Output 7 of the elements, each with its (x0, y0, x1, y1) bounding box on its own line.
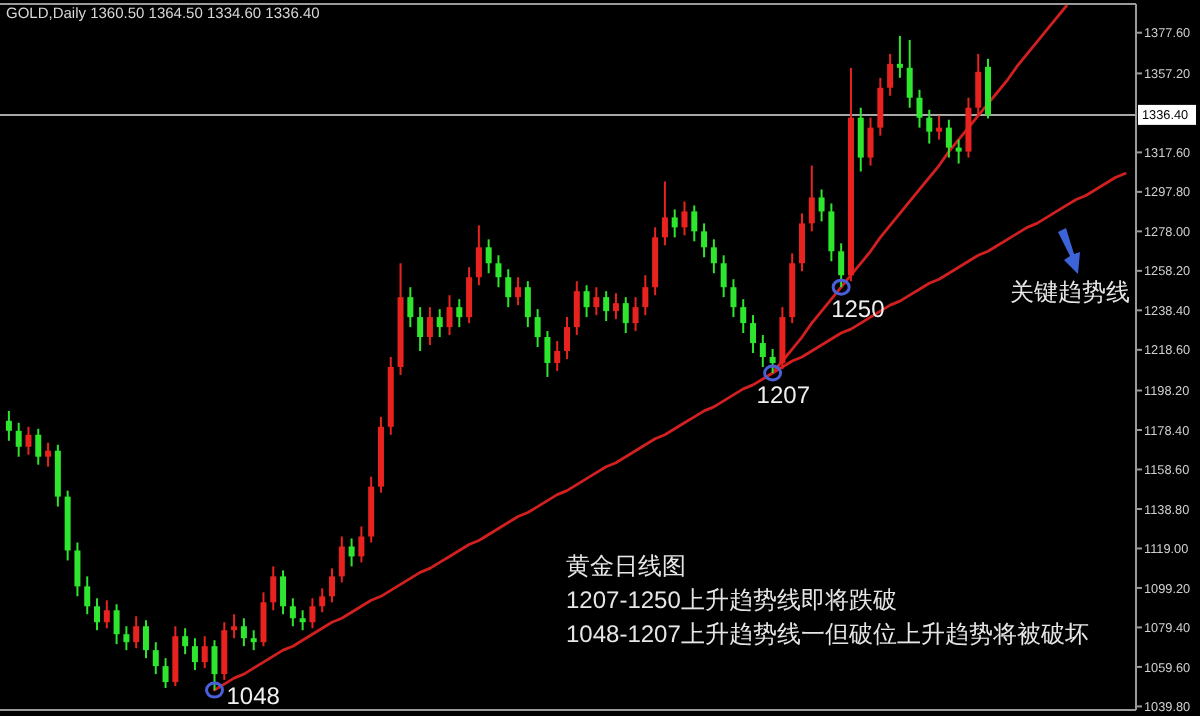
annotation: 1207-1250上升趋势线即将跌破 (566, 586, 897, 614)
annotation: 黄金日线图 (566, 552, 686, 580)
annotation: 1048-1207上升趋势线一但破位上升趋势将被破坏 (566, 620, 1089, 648)
annotation: 1207 (756, 380, 811, 409)
annotation: 关键趋势线 (1010, 278, 1130, 306)
annotation: 1048 (226, 682, 281, 710)
annotation: 1250 (831, 295, 886, 324)
